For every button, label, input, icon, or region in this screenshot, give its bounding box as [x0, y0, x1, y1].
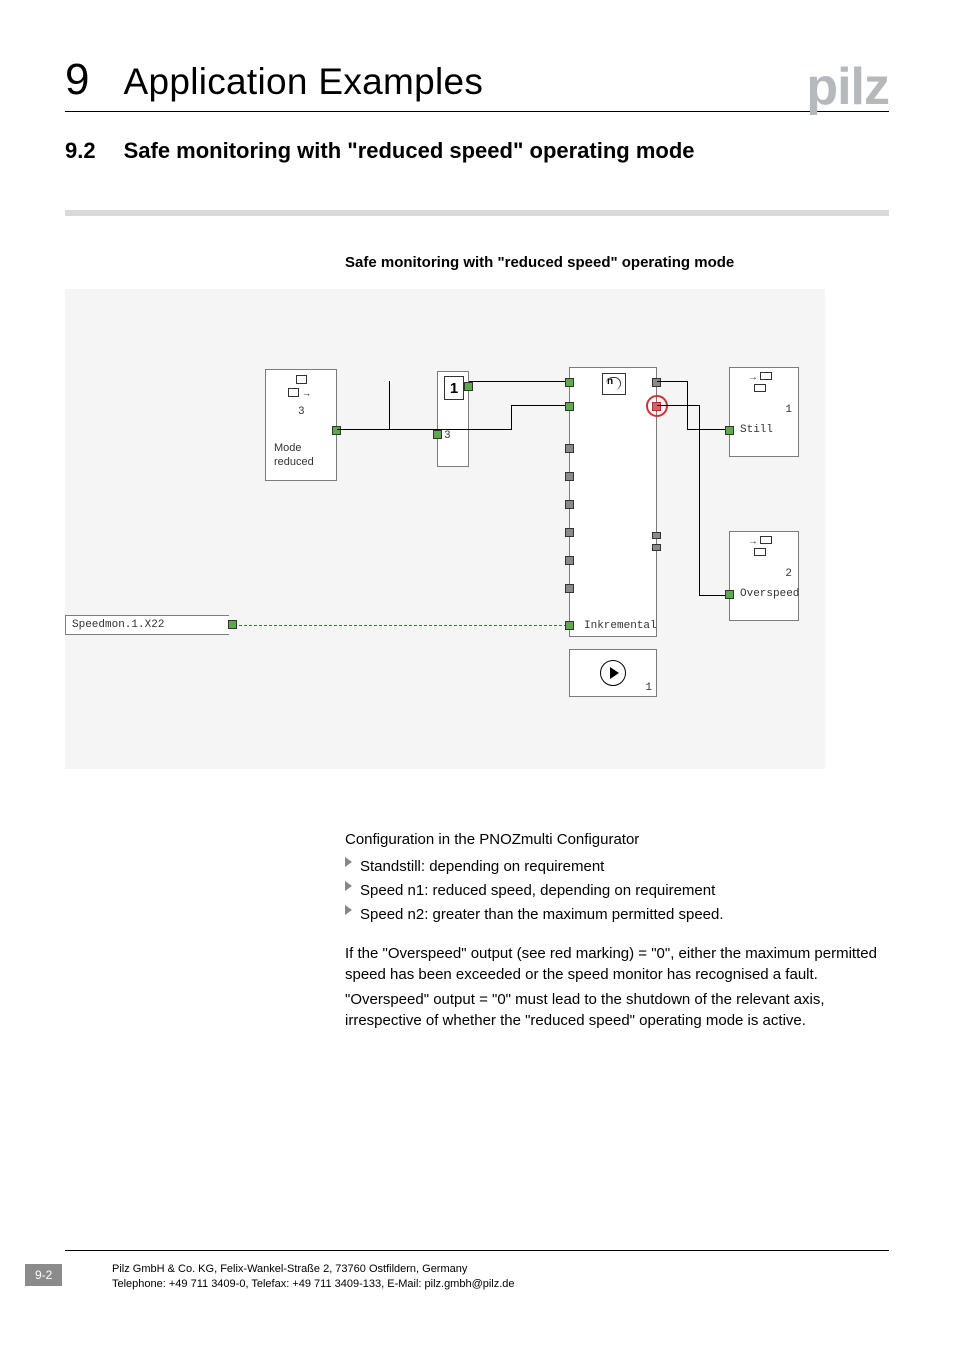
chapter-title: Application Examples — [123, 61, 483, 103]
triangle-bullet-icon — [345, 857, 352, 867]
overspeed-label: Overspeed — [740, 588, 799, 600]
one-out-port — [464, 382, 473, 391]
wire-speed-over-a — [657, 405, 699, 406]
config-bullets: Standstill: depending on requirement Spe… — [345, 856, 889, 925]
lane-label: Speedmon.1.X22 — [72, 619, 164, 631]
bullet-1-text: Standstill: depending on requirement — [360, 856, 604, 877]
still-in-port — [725, 426, 734, 435]
bullet-2-text: Speed n1: reduced speed, depending on re… — [360, 880, 715, 901]
pilz-logo: pilz — [806, 67, 889, 109]
overspeed-in-port — [725, 590, 734, 599]
bullet-1: Standstill: depending on requirement — [345, 856, 889, 877]
mode-switch-icon: → — [288, 375, 316, 403]
configurator-diagram: Speedmon.1.X22 → 3 Mode reduced 1 3 — [65, 289, 825, 769]
mode-title-1: Mode — [274, 442, 302, 454]
lane-label-box: Speedmon.1.X22 — [65, 615, 229, 635]
output-icon-still: → — [750, 373, 778, 395]
still-port-num: 1 — [785, 404, 792, 416]
chapter-heading: 9 Application Examples — [65, 55, 483, 105]
figure-caption: Safe monitoring with "reduced speed" ope… — [345, 254, 889, 271]
output-icon-overspeed: → — [750, 537, 778, 559]
triangle-bullet-icon — [345, 881, 352, 891]
section-heading: 9.2 Safe monitoring with "reduced speed"… — [65, 138, 889, 164]
one-in-port — [433, 430, 442, 439]
speed-aux-2 — [652, 544, 661, 551]
block-speed: n Inkremental — [569, 367, 657, 637]
para-overspeed-1: If the "Overspeed" output (see red marki… — [345, 943, 889, 985]
speed-in-4 — [565, 472, 574, 481]
mode-title-2: reduced — [274, 456, 314, 468]
speed-in-3 — [565, 444, 574, 453]
speed-aux-1 — [652, 532, 661, 539]
still-label: Still — [740, 424, 773, 436]
mode-out-port — [332, 426, 341, 435]
footer-text: Pilz GmbH & Co. KG, Felix-Wankel-Straße … — [112, 1262, 515, 1292]
red-marking-circle — [646, 395, 668, 417]
encoder-icon — [600, 660, 626, 686]
footer-line-2: Telephone: +49 711 3409-0, Telefax: +49 … — [112, 1277, 515, 1292]
bullet-2: Speed n1: reduced speed, depending on re… — [345, 880, 889, 901]
page-number: 9-2 — [25, 1264, 62, 1286]
wire-branch-h — [389, 429, 511, 430]
speed-out-top — [652, 378, 661, 387]
wire-dashed — [239, 625, 567, 626]
wire-branch-v — [389, 381, 390, 429]
lane-port — [228, 620, 237, 629]
speed-in-5 — [565, 500, 574, 509]
bullet-3-text: Speed n2: greater than the maximum permi… — [360, 904, 724, 925]
speed-in-7 — [565, 556, 574, 565]
section-number: 9.2 — [65, 138, 96, 164]
one-port-num: 3 — [444, 430, 451, 442]
body-text: Configuration in the PNOZmulti Configura… — [345, 829, 889, 1031]
para-overspeed-2: "Overspeed" output = "0" must lead to th… — [345, 989, 889, 1031]
overspeed-port-num: 2 — [785, 568, 792, 580]
speed-in-8 — [565, 584, 574, 593]
speed-encoder-in — [565, 621, 574, 630]
speed-in-1 — [565, 378, 574, 387]
wire-branch-v2 — [511, 405, 512, 430]
encoder-corner: 1 — [645, 682, 652, 694]
footer-rule — [65, 1250, 889, 1251]
wire-one-speed — [469, 381, 569, 382]
triangle-bullet-icon — [345, 905, 352, 915]
block-mode: → 3 Mode reduced — [265, 369, 337, 481]
wire-speed-over-b — [699, 405, 700, 595]
page-header: 9 Application Examples pilz — [65, 55, 889, 112]
config-intro: Configuration in the PNOZmulti Configura… — [345, 829, 889, 850]
block-encoder: 1 — [569, 649, 657, 697]
mode-port-num: 3 — [298, 406, 305, 418]
speed-in-6 — [565, 528, 574, 537]
chapter-number: 9 — [65, 55, 89, 105]
wire-branch-h2 — [511, 405, 569, 406]
divider-bar — [65, 210, 889, 216]
speed-monitor-icon: n — [602, 373, 626, 395]
section-title: Safe monitoring with "reduced speed" ope… — [124, 138, 695, 164]
block-still: → 1 Still — [729, 367, 799, 457]
speed-bottom-label: Inkremental — [584, 620, 657, 632]
block-overspeed: → 2 Overspeed — [729, 531, 799, 621]
speed-in-2 — [565, 402, 574, 411]
block-one: 1 3 — [437, 371, 469, 467]
page-content: 9 Application Examples pilz 9.2 Safe mon… — [0, 0, 954, 1031]
one-box-icon: 1 — [444, 376, 464, 400]
wire-speed-still-a — [657, 381, 687, 382]
bullet-3: Speed n2: greater than the maximum permi… — [345, 904, 889, 925]
footer-line-1: Pilz GmbH & Co. KG, Felix-Wankel-Straße … — [112, 1262, 515, 1277]
wire-speed-still-c — [687, 429, 729, 430]
